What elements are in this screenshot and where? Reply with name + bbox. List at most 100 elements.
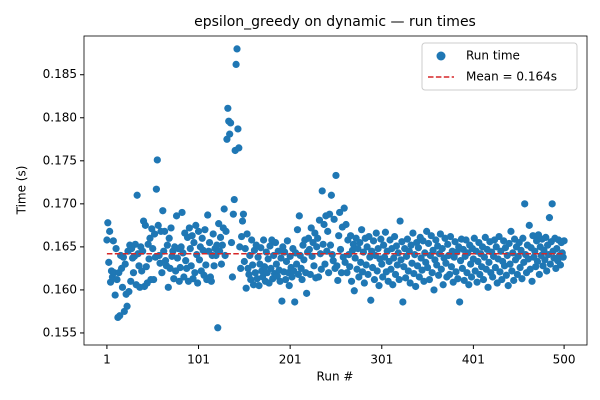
point [305, 245, 313, 254]
point [178, 208, 186, 217]
y-tick-label: 0.175 [43, 153, 77, 167]
point [418, 266, 426, 274]
point [528, 277, 536, 285]
point [531, 247, 539, 255]
point [330, 215, 338, 223]
point [144, 240, 152, 248]
point [314, 234, 322, 242]
point [429, 246, 437, 254]
point [257, 244, 265, 252]
point [194, 227, 203, 235]
point [185, 224, 193, 232]
point [465, 281, 473, 289]
point [179, 249, 187, 257]
point [190, 238, 198, 247]
point [390, 232, 399, 241]
point [304, 234, 313, 242]
point [238, 217, 247, 225]
chart-title: epsilon_greedy on dynamic — run times [194, 14, 476, 30]
point [433, 261, 441, 269]
point [504, 282, 512, 290]
point [415, 273, 423, 281]
point [294, 270, 302, 279]
point [276, 277, 284, 285]
point [508, 267, 516, 275]
point [513, 270, 521, 279]
point [310, 262, 318, 270]
point [282, 257, 291, 266]
point [278, 297, 286, 305]
point [404, 267, 412, 275]
point [216, 233, 225, 242]
point [439, 281, 447, 289]
point [389, 281, 397, 289]
point [239, 210, 248, 218]
point [438, 244, 446, 253]
point [539, 262, 547, 270]
point [234, 125, 242, 133]
point [255, 282, 263, 290]
point [172, 212, 181, 220]
point [506, 260, 514, 268]
point [295, 212, 303, 220]
point [484, 283, 492, 291]
point [165, 234, 173, 242]
point [111, 291, 119, 299]
point [337, 269, 346, 277]
point [129, 269, 138, 277]
point [217, 260, 226, 268]
point [105, 258, 113, 266]
point [210, 262, 218, 270]
point [428, 269, 436, 277]
point [495, 232, 503, 241]
point [325, 269, 333, 277]
point [272, 260, 281, 268]
point [390, 254, 398, 262]
point [479, 275, 488, 284]
x-tick-label: 101 [187, 353, 210, 367]
point [502, 271, 510, 279]
point [262, 248, 270, 256]
point [542, 233, 550, 242]
point [351, 254, 359, 262]
point [251, 269, 259, 277]
point [188, 232, 196, 240]
point [462, 236, 470, 244]
point [192, 221, 200, 229]
point [460, 276, 468, 285]
point [320, 220, 328, 229]
point [254, 253, 262, 261]
point [286, 252, 294, 260]
point [194, 279, 202, 287]
point [285, 282, 293, 290]
point [355, 273, 363, 281]
point [525, 221, 533, 229]
point [349, 240, 357, 248]
point [214, 324, 222, 332]
point [236, 243, 244, 251]
point [113, 275, 121, 284]
point [372, 229, 380, 237]
point [476, 270, 484, 279]
point [396, 217, 404, 225]
point [173, 254, 182, 262]
point [485, 258, 493, 266]
point [341, 258, 349, 266]
point [164, 283, 172, 291]
point [306, 270, 314, 279]
point [228, 273, 237, 281]
point [437, 265, 445, 273]
point [387, 265, 395, 273]
point [237, 232, 246, 241]
point [498, 275, 506, 284]
point [175, 277, 183, 285]
point [491, 263, 499, 272]
point [288, 273, 296, 281]
point [410, 269, 418, 278]
point [158, 269, 166, 277]
x-tick-label: 301 [370, 353, 393, 367]
point [452, 268, 460, 276]
point [419, 237, 427, 245]
point [142, 263, 150, 271]
point [156, 259, 164, 267]
